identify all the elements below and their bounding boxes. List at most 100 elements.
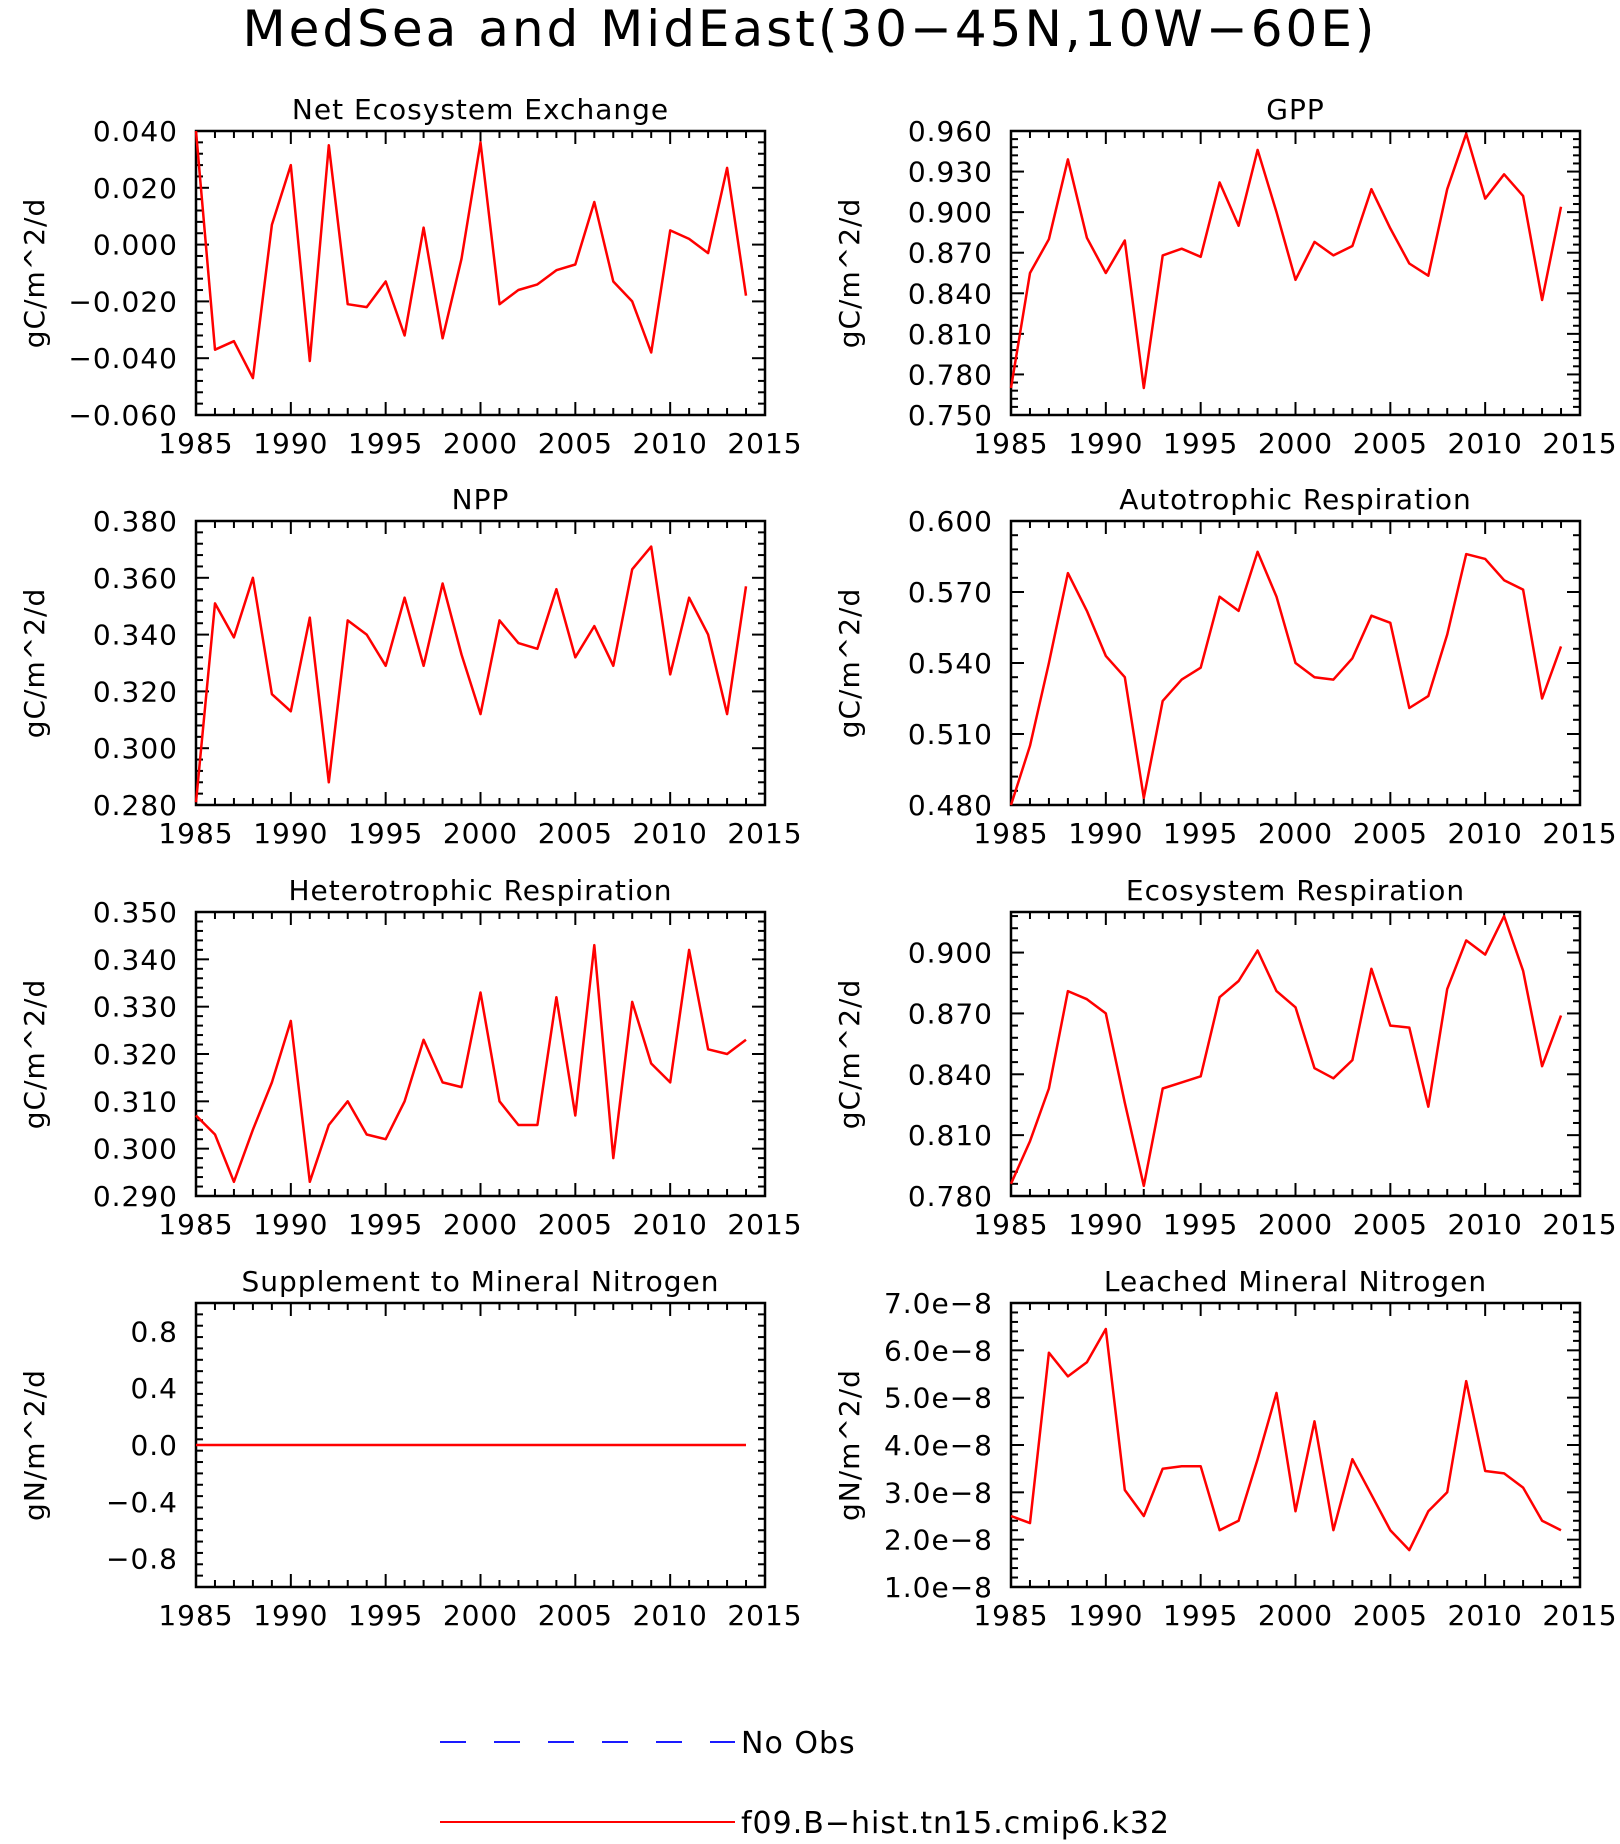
y-tick-label: 0.510 bbox=[908, 718, 993, 751]
y-tick-label: 0.480 bbox=[908, 789, 993, 822]
y-tick-label: −0.020 bbox=[68, 285, 178, 318]
x-tick-label: 2005 bbox=[1353, 1208, 1428, 1241]
x-tick-label: 1995 bbox=[1163, 1599, 1238, 1632]
panel-title: NPP bbox=[452, 483, 510, 516]
y-tick-label: 0.330 bbox=[93, 991, 178, 1024]
series-line bbox=[1010, 1327, 1562, 1552]
y-tick-label: 0.020 bbox=[93, 172, 178, 205]
y-tick-label: 0.300 bbox=[93, 732, 178, 765]
x-tick-label: 2005 bbox=[1353, 817, 1428, 850]
series-line bbox=[1009, 550, 1563, 806]
y-axis-label: gC/m^2/d bbox=[18, 198, 51, 349]
series-line bbox=[194, 130, 748, 380]
x-tick-label: 1990 bbox=[1068, 1208, 1143, 1241]
y-tick-label: 0.900 bbox=[908, 937, 993, 970]
y-tick-label: 0.320 bbox=[93, 675, 178, 708]
x-tick-label: 1995 bbox=[1163, 1208, 1238, 1241]
y-axis-label: gC/m^2/d bbox=[833, 979, 866, 1130]
y-tick-label: 0.780 bbox=[908, 358, 993, 391]
x-tick-label: 1985 bbox=[973, 1208, 1048, 1241]
y-tick-label: 2.0e−8 bbox=[884, 1524, 993, 1557]
x-tick-label: 2010 bbox=[1448, 1208, 1523, 1241]
y-tick-label: 0.280 bbox=[93, 789, 178, 822]
x-tick-label: 2010 bbox=[633, 1208, 708, 1241]
x-tick-label: 1985 bbox=[158, 1208, 233, 1241]
y-tick-label: −0.040 bbox=[68, 342, 178, 375]
y-tick-label: −0.4 bbox=[106, 1486, 178, 1519]
x-tick-label: 2005 bbox=[538, 817, 613, 850]
x-tick-label: 2000 bbox=[443, 1208, 518, 1241]
chart-panel: Net Ecosystem Exchange gC/m^2/d 1985 1990 19… bbox=[18, 93, 802, 460]
y-tick-label: 0.310 bbox=[93, 1085, 178, 1118]
chart-panel: Ecosystem Respiration gC/m^2/d 1985 1990 199… bbox=[833, 874, 1617, 1241]
y-tick-label: 0.780 bbox=[908, 1180, 993, 1213]
x-tick-label: 2015 bbox=[727, 1208, 802, 1241]
panel-title: Leached Mineral Nitrogen bbox=[1104, 1265, 1487, 1298]
y-tick-label: 4.0e−8 bbox=[884, 1429, 993, 1462]
x-tick-label: 1990 bbox=[1068, 1599, 1143, 1632]
y-axis-label: gN/m^2/d bbox=[833, 1369, 866, 1521]
x-tick-label: 1990 bbox=[1068, 817, 1143, 850]
chart-panel: Leached Mineral Nitrogen gN/m^2/d 1985 1990… bbox=[833, 1265, 1617, 1632]
y-tick-label: 5.0e−8 bbox=[884, 1382, 993, 1415]
x-tick-label: 2000 bbox=[1258, 1208, 1333, 1241]
x-tick-label: 2005 bbox=[1353, 427, 1428, 460]
x-tick-label: 2000 bbox=[443, 427, 518, 460]
y-tick-label: 0.8 bbox=[130, 1315, 178, 1348]
y-tick-label: 0.040 bbox=[93, 115, 178, 148]
x-tick-label: 2010 bbox=[633, 817, 708, 850]
x-tick-label: 1990 bbox=[253, 817, 328, 850]
panel-title: Autotrophic Respiration bbox=[1119, 483, 1471, 516]
x-tick-label: 2000 bbox=[1258, 427, 1333, 460]
y-tick-label: −0.060 bbox=[68, 399, 178, 432]
x-tick-label: 1985 bbox=[973, 427, 1048, 460]
x-tick-label: 2005 bbox=[1353, 1599, 1428, 1632]
y-tick-label: 0.380 bbox=[93, 505, 178, 538]
y-tick-label: 0.0 bbox=[130, 1429, 178, 1462]
legend-label-no-obs: No Obs bbox=[741, 1726, 856, 1761]
plot-frame bbox=[1009, 129, 1582, 417]
plot-frame bbox=[194, 519, 767, 807]
y-tick-label: 0.960 bbox=[908, 115, 993, 148]
y-tick-label: 1.0e−8 bbox=[884, 1571, 993, 1604]
panel-title: Ecosystem Respiration bbox=[1126, 874, 1465, 907]
y-tick-label: 7.0e−8 bbox=[884, 1287, 993, 1320]
series-line bbox=[195, 943, 747, 1184]
x-tick-label: 1985 bbox=[158, 1599, 233, 1632]
x-tick-label: 1990 bbox=[253, 1599, 328, 1632]
x-tick-label: 2015 bbox=[727, 817, 802, 850]
y-tick-label: 0.340 bbox=[93, 943, 178, 976]
x-tick-label: 2005 bbox=[538, 427, 613, 460]
x-tick-label: 2015 bbox=[727, 427, 802, 460]
series-line bbox=[1009, 914, 1563, 1188]
y-axis-label: gC/m^2/d bbox=[833, 588, 866, 739]
legend-label-model: f09.B−hist.tn15.cmip6.k32 bbox=[741, 1806, 1170, 1841]
x-tick-label: 2010 bbox=[633, 1599, 708, 1632]
panel-title: Heterotrophic Respiration bbox=[289, 874, 673, 907]
x-tick-label: 2015 bbox=[1542, 817, 1617, 850]
x-tick-label: 2000 bbox=[1258, 817, 1333, 850]
y-tick-label: 0.930 bbox=[908, 156, 993, 189]
y-tick-label: 0.290 bbox=[93, 1180, 178, 1213]
x-tick-label: 1990 bbox=[1068, 427, 1143, 460]
y-tick-label: 0.750 bbox=[908, 399, 993, 432]
panel-title: GPP bbox=[1266, 93, 1324, 126]
chart-panel: Supplement to Mineral Nitrogen gN/m^2/d 19… bbox=[18, 1265, 802, 1632]
x-tick-label: 1995 bbox=[348, 427, 423, 460]
x-tick-label: 1995 bbox=[1163, 427, 1238, 460]
y-axis-label: gC/m^2/d bbox=[18, 588, 51, 739]
y-axis-label: gN/m^2/d bbox=[18, 1369, 51, 1521]
y-tick-label: 0.360 bbox=[93, 562, 178, 595]
plot-frame bbox=[1009, 910, 1582, 1198]
x-tick-label: 1995 bbox=[348, 817, 423, 850]
x-tick-label: 1995 bbox=[348, 1599, 423, 1632]
series-line bbox=[1009, 132, 1563, 390]
y-tick-label: 0.350 bbox=[93, 896, 178, 929]
y-tick-label: 0.300 bbox=[93, 1133, 178, 1166]
chart-panel: GPP gC/m^2/d 1985 1990 1995 2000 2005 2010 2015 0… bbox=[833, 93, 1617, 460]
chart-panel: NPP gC/m^2/d 1985 1990 1995 2000 2005 2010 2015 0… bbox=[18, 483, 802, 850]
x-tick-label: 2000 bbox=[443, 1599, 518, 1632]
legend: No Obs f09.B−hist.tn15.cmip6.k32 bbox=[440, 1726, 1170, 1841]
x-tick-label: 1995 bbox=[1163, 817, 1238, 850]
